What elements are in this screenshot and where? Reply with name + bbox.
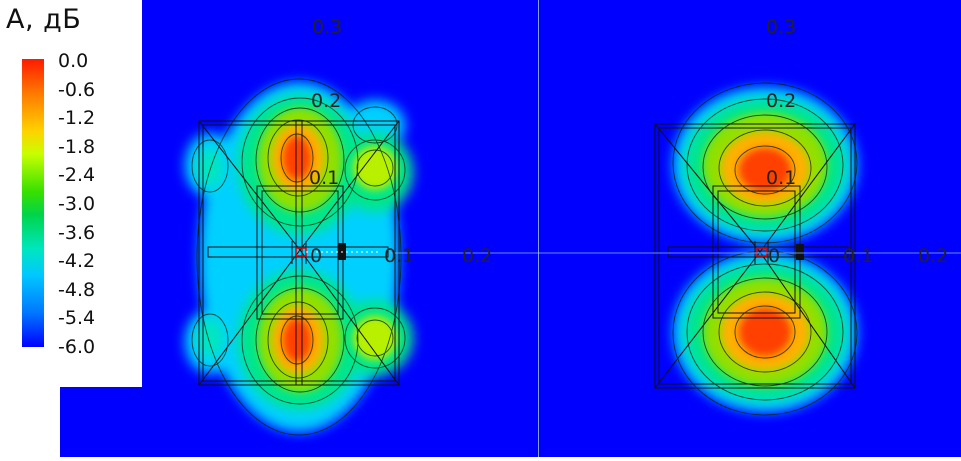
- legend-tick-label: 0.0: [58, 50, 89, 72]
- color-legend: А, дБ 0.0 -0.6 -1.2 -1.8 -2.4 -3.0 -3.6 -4.2 -4.…: [0, 0, 142, 387]
- left-label-y2: 0.2: [311, 90, 341, 112]
- right-label-x2: 0.2: [918, 245, 948, 267]
- right-label-center: 0: [768, 245, 780, 267]
- left-label-top: 0.3: [312, 16, 342, 38]
- legend-tick-label: -2.4: [58, 164, 96, 187]
- legend-tick-label: -3.6: [58, 221, 96, 244]
- right-label-top: 0.3: [766, 16, 796, 38]
- right-feed-point: [756, 247, 768, 257]
- legend-tick-label: -6.0: [58, 336, 96, 358]
- left-label-center: 0: [310, 245, 322, 267]
- left-wireframe: [198, 120, 400, 386]
- legend-title: А, дБ: [6, 4, 82, 35]
- left-label-x2: 0.2: [462, 245, 492, 267]
- legend-tick-label: -5.4: [58, 307, 96, 330]
- right-label-y2: 0.2: [766, 90, 796, 112]
- left-label-y1: 0.1: [309, 167, 339, 189]
- legend-colorbar: [22, 59, 44, 347]
- right-feed-block: [796, 244, 804, 260]
- legend-tick-label: -3.0: [58, 193, 96, 215]
- panel-separator: [538, 0, 539, 457]
- legend-tick-label: -4.2: [58, 250, 96, 273]
- right-label-y1: 0.1: [766, 167, 796, 189]
- right-label-x1: 0.1: [843, 245, 873, 267]
- legend-tick-label: -1.2: [58, 107, 96, 130]
- legend-tick-label: -1.8: [58, 135, 96, 158]
- legend-tick-label: -4.8: [58, 278, 96, 301]
- legend-tick-label: -0.6: [58, 78, 96, 101]
- left-label-x1: 0.1: [384, 245, 414, 267]
